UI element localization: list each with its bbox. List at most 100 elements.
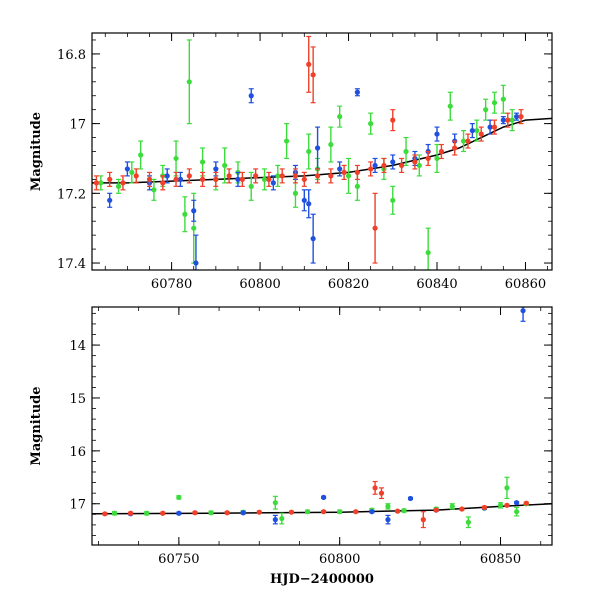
data-point (390, 117, 396, 123)
data-point (491, 124, 498, 130)
data-point (93, 180, 100, 186)
data-point (304, 509, 311, 515)
y-tick-label: 15 (69, 392, 86, 407)
data-point (102, 511, 108, 517)
data-point (160, 510, 166, 516)
y-tick-label: 17 (69, 118, 86, 133)
data-point (124, 166, 130, 172)
data-point (292, 173, 299, 179)
data-point (111, 510, 118, 516)
data-point (253, 173, 259, 179)
data-point (306, 201, 312, 207)
data-point (133, 173, 139, 179)
data-point (199, 159, 206, 165)
data-point (279, 173, 285, 179)
data-point (146, 176, 153, 182)
data-point (372, 485, 378, 491)
plot-frame (91, 306, 553, 546)
data-point (115, 183, 122, 189)
data-point (213, 166, 219, 172)
data-point (191, 225, 197, 231)
data-point (337, 114, 343, 120)
x-tick-label: 60840 (416, 277, 457, 292)
data-point (465, 138, 471, 144)
data-point (478, 131, 484, 137)
data-point (447, 103, 453, 109)
data-point (144, 510, 150, 516)
data-point (390, 159, 396, 165)
data-point (425, 155, 431, 162)
x-tick-label: 60800 (239, 277, 280, 292)
data-point (504, 485, 510, 491)
data-point (460, 138, 467, 144)
data-point (399, 162, 405, 169)
data-point (213, 176, 219, 182)
data-point (378, 490, 385, 496)
data-point (449, 503, 455, 509)
data-point (292, 190, 299, 196)
data-point (314, 145, 321, 151)
data-point (310, 236, 316, 242)
data-point (469, 127, 475, 134)
data-point (518, 114, 524, 120)
data-point (224, 510, 230, 516)
data-point (353, 509, 359, 515)
data-point (272, 500, 278, 506)
data-point (345, 173, 352, 179)
data-point (208, 510, 214, 516)
data-point (186, 173, 192, 179)
bottom-panel: 60750 60800 60850 14 15 16 17 Magnitude HJD−2400… (29, 306, 553, 587)
data-point (248, 93, 254, 99)
data-point (176, 494, 182, 500)
data-point (173, 155, 179, 162)
data-point (452, 145, 458, 151)
data-point (394, 508, 401, 514)
data-point (275, 173, 281, 179)
data-point (193, 260, 199, 266)
y-axis-label: Magnitude (29, 112, 44, 191)
data-point (235, 176, 241, 182)
x-tick-label: 60860 (505, 277, 546, 292)
y-tick-label: 16 (69, 445, 86, 460)
data-point (368, 121, 374, 127)
x-tick-label: 60750 (158, 552, 199, 567)
data-point (128, 510, 134, 516)
data-point (239, 176, 245, 182)
data-point (381, 162, 387, 169)
data-point (385, 517, 391, 523)
data-point (481, 504, 488, 511)
data-point (434, 131, 440, 137)
data-point (98, 180, 104, 186)
data-point (288, 509, 295, 515)
data-point (438, 148, 445, 155)
plot-area (92, 35, 552, 270)
y-tick-label: 17 (69, 498, 86, 513)
data-point (491, 100, 498, 106)
top-panel: 60780 60800 60820 60840 60860 16.8 17 17.2 17.4 M… (29, 32, 553, 292)
data-point (433, 507, 439, 513)
data-point (177, 176, 184, 182)
data-point (176, 510, 182, 516)
data-point (500, 117, 506, 123)
data-point (279, 515, 285, 522)
data-point (107, 176, 113, 182)
data-point (222, 162, 228, 169)
data-point (401, 508, 407, 514)
data-point (164, 173, 170, 179)
data-point (321, 494, 327, 500)
data-point (420, 517, 426, 523)
data-point (266, 176, 272, 182)
y-axis-label: Magnitude (29, 386, 44, 465)
data-point (272, 517, 278, 523)
data-point (390, 197, 396, 203)
data-point (256, 509, 262, 515)
data-point (248, 183, 254, 189)
y-tick-label: 14 (69, 339, 86, 354)
data-point (504, 502, 510, 508)
data-point (301, 197, 307, 203)
x-tick-label: 60780 (151, 277, 192, 292)
data-point (182, 211, 188, 217)
y-tick-label: 16.8 (57, 48, 86, 63)
data-point (416, 162, 422, 169)
data-point (284, 138, 290, 144)
